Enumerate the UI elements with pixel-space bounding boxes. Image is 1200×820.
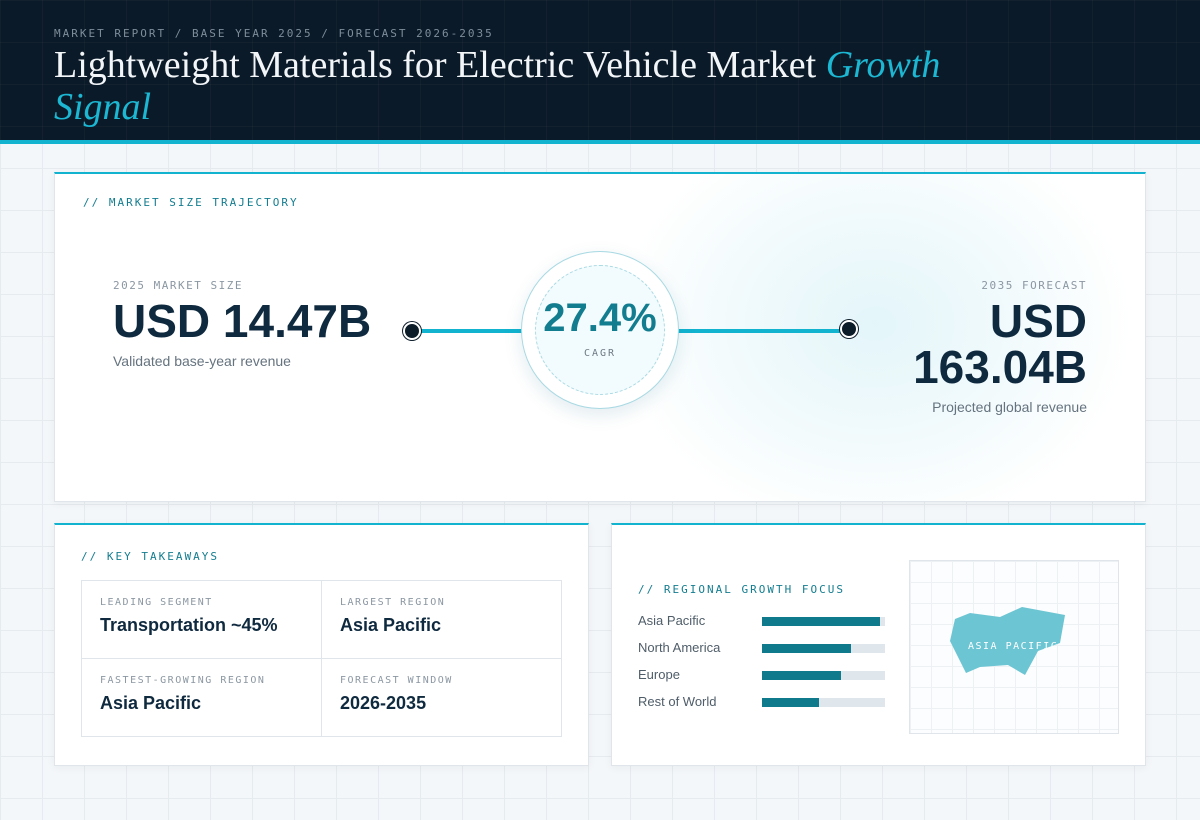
region-bar-track (762, 617, 885, 626)
cagr-value: 27.4% (543, 296, 657, 340)
start-dot (403, 322, 421, 340)
takeaway-largest-region: LARGEST REGION Asia Pacific (322, 581, 562, 659)
end-year-label: 2035 FORECAST (981, 279, 1087, 292)
map-region-label: ASIA PACIFIC (968, 641, 1059, 652)
asia-pacific-map-shape (950, 607, 1065, 675)
asia-pacific-region-polygon (950, 607, 1065, 675)
region-name: Europe (638, 667, 680, 682)
takeaway-value: 2026-2035 (340, 693, 427, 713)
start-note: Validated base-year revenue (113, 353, 291, 369)
region-map: ASIA PACIFIC (909, 560, 1119, 734)
section-label-takeaways: // KEY TAKEAWAYS (81, 550, 219, 563)
takeaway-key: LEADING SEGMENT (100, 597, 213, 608)
background-glow (615, 174, 1135, 501)
takeaway-key: FASTEST-GROWING REGION (100, 675, 266, 686)
takeaway-key: LARGEST REGION (340, 597, 446, 608)
cagr-inner-ring (535, 265, 665, 395)
region-bar-fill (762, 698, 819, 707)
region-row-north-america: North America (638, 640, 888, 656)
title-main: Lightweight Materials for Electric Vehic… (54, 44, 817, 86)
region-bar-fill (762, 617, 881, 626)
takeaway-value: Asia Pacific (340, 615, 442, 635)
cagr-badge: 27.4% CAGR (521, 251, 679, 409)
region-row-rest-of-world: Rest of World (638, 694, 888, 710)
takeaway-value: Transportation ~45% (100, 615, 278, 635)
report-breadcrumb: MARKET REPORT / BASE YEAR 2025 / FORECAS… (54, 27, 494, 40)
region-bar-track (762, 671, 885, 680)
end-dot (840, 320, 858, 338)
region-bar-fill (762, 671, 841, 680)
page-title: Lightweight Materials for Electric Vehic… (54, 44, 1014, 128)
regional-growth-card: // REGIONAL GROWTH FOCUS Asia Pacific No… (611, 523, 1146, 766)
end-value-amount: 163.04B (913, 341, 1087, 393)
region-name: Rest of World (638, 694, 717, 709)
end-market-value: USD 163.04B (827, 298, 1087, 390)
takeaway-fastest-growing-region: FASTEST-GROWING REGION Asia Pacific (82, 659, 322, 737)
takeaway-key: FORECAST WINDOW (340, 675, 453, 686)
takeaway-leading-segment: LEADING SEGMENT Transportation ~45% (82, 581, 322, 659)
region-bar-track (762, 698, 885, 707)
takeaways-grid: LEADING SEGMENT Transportation ~45% LARG… (81, 580, 562, 737)
region-row-europe: Europe (638, 667, 888, 683)
title-accent: Growth Signal (54, 44, 941, 128)
region-bar-fill (762, 644, 851, 653)
end-note: Projected global revenue (932, 399, 1087, 415)
market-size-card: // MARKET SIZE TRAJECTORY 2025 MARKET SI… (54, 172, 1146, 502)
section-label-regional: // REGIONAL GROWTH FOCUS (638, 583, 845, 596)
region-name: North America (638, 640, 721, 655)
region-name: Asia Pacific (638, 613, 706, 628)
start-market-value: USD 14.47B (113, 295, 372, 347)
takeaway-forecast-window: FORECAST WINDOW 2026-2035 (322, 659, 562, 737)
takeaway-value: Asia Pacific (100, 693, 202, 713)
start-year-label: 2025 MARKET SIZE (113, 279, 243, 292)
region-bar-track (762, 644, 885, 653)
key-takeaways-card: // KEY TAKEAWAYS LEADING SEGMENT Transpo… (54, 523, 589, 766)
end-value-currency: USD (989, 295, 1087, 347)
region-row-asia-pacific: Asia Pacific (638, 613, 888, 629)
cagr-label: CAGR (583, 348, 617, 359)
report-header: MARKET REPORT / BASE YEAR 2025 / FORECAS… (0, 0, 1200, 144)
section-label-trajectory: // MARKET SIZE TRAJECTORY (83, 196, 299, 209)
